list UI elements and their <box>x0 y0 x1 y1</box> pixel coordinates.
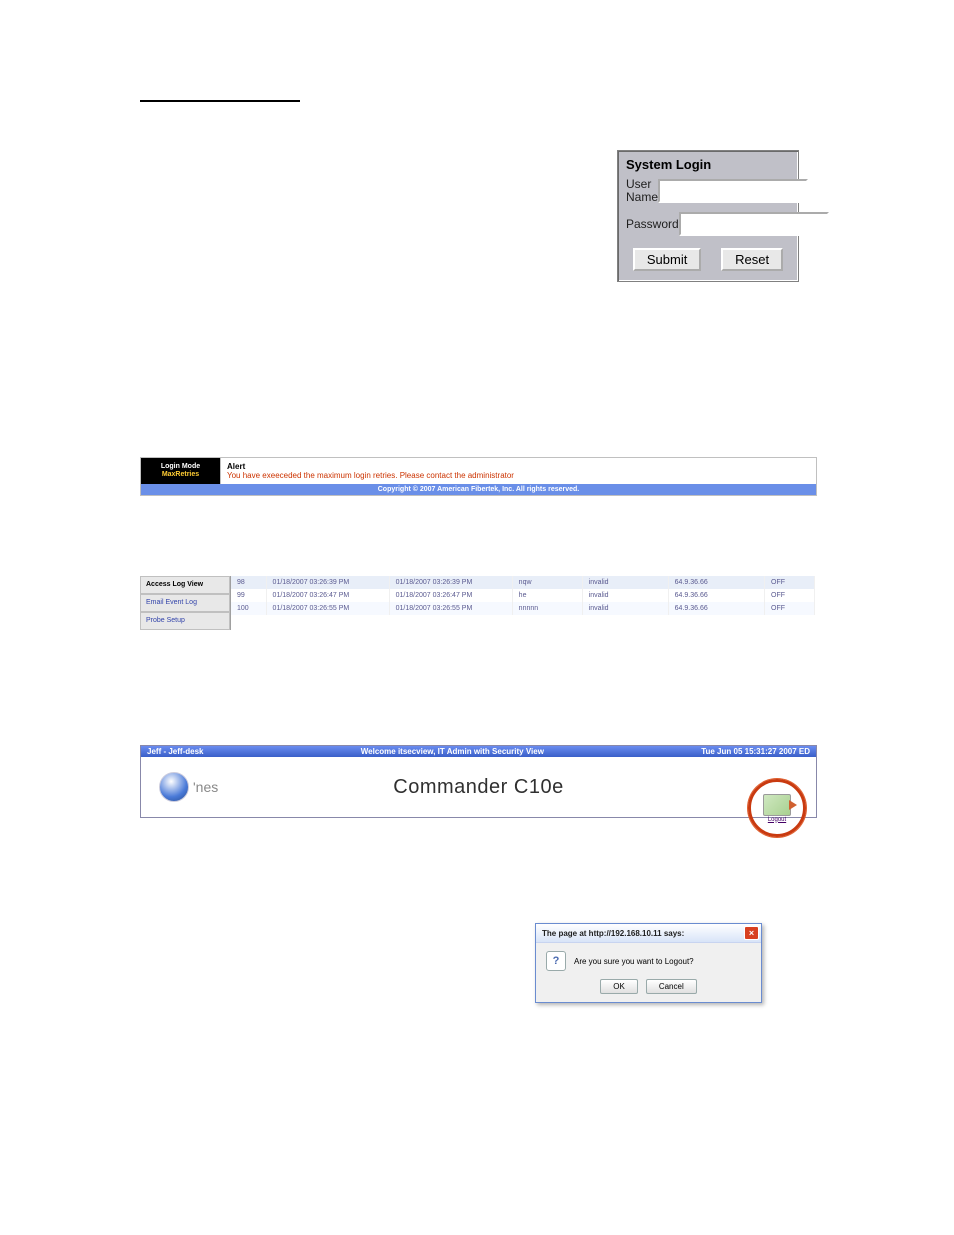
header-center: Welcome itsecview, IT Admin with Securit… <box>361 747 544 756</box>
cell: invalid <box>582 576 668 589</box>
username-input[interactable] <box>658 179 808 203</box>
app-title: Commander C10e <box>141 776 816 799</box>
confirm-dialog: The page at http://192.168.10.11 says: ×… <box>535 923 762 1003</box>
password-input[interactable] <box>679 212 829 236</box>
sidebar-item-access-log[interactable]: Access Log View <box>140 576 230 594</box>
log-side-menu: Access Log View Email Event Log Probe Se… <box>140 576 231 630</box>
cell: 98 <box>231 576 266 589</box>
alert-mode-line2: MaxRetries <box>143 471 218 479</box>
table-row: 98 01/18/2007 03:26:39 PM 01/18/2007 03:… <box>231 576 815 589</box>
username-label: User Name <box>626 178 658 204</box>
sidebar-item-email-log[interactable]: Email Event Log <box>140 594 230 612</box>
section-underline <box>140 100 300 102</box>
cell: 01/18/2007 03:26:55 PM <box>389 602 512 615</box>
header-right: Tue Jun 05 15:31:27 2007 ED <box>701 747 810 756</box>
alert-message: You have exeeceded the maximum login ret… <box>227 471 810 480</box>
alert-block: Login Mode MaxRetries Alert You have exe… <box>140 457 817 496</box>
sidebar-item-probe-setup[interactable]: Probe Setup <box>140 612 230 630</box>
alert-footer: Copyright © 2007 American Fibertek, Inc.… <box>141 484 816 495</box>
question-icon: ? <box>546 951 566 971</box>
access-log-block: Access Log View Email Event Log Probe Se… <box>140 576 815 630</box>
ok-button[interactable]: OK <box>600 979 638 994</box>
cell: 01/18/2007 03:26:55 PM <box>266 602 389 615</box>
cell: 99 <box>231 589 266 602</box>
system-login-panel: System Login User Name Password Submit R… <box>617 150 799 282</box>
cell: 64.9.36.66 <box>668 576 764 589</box>
close-icon[interactable]: × <box>744 926 759 940</box>
cell: OFF <box>765 589 815 602</box>
cell: 01/18/2007 03:26:39 PM <box>266 576 389 589</box>
cell: invalid <box>582 589 668 602</box>
login-title: System Login <box>618 151 798 174</box>
alert-mode-box: Login Mode MaxRetries <box>141 458 220 484</box>
app-header: Jeff - Jeff-desk Welcome itsecview, IT A… <box>140 745 817 818</box>
cell: 64.9.36.66 <box>668 589 764 602</box>
cell: he <box>512 589 582 602</box>
cell: OFF <box>765 602 815 615</box>
password-label: Password <box>626 218 679 231</box>
logout-highlight-ring: Logout <box>748 779 806 837</box>
cell: nnnnn <box>512 602 582 615</box>
header-left: Jeff - Jeff-desk <box>147 747 203 756</box>
cell: 100 <box>231 602 266 615</box>
cell: 01/18/2007 03:26:47 PM <box>266 589 389 602</box>
cell: 01/18/2007 03:26:47 PM <box>389 589 512 602</box>
table-row: 99 01/18/2007 03:26:47 PM 01/18/2007 03:… <box>231 589 815 602</box>
dialog-title: The page at http://192.168.10.11 says: <box>542 929 684 938</box>
dialog-message: Are you sure you want to Logout? <box>574 957 694 966</box>
cell: 01/18/2007 03:26:39 PM <box>389 576 512 589</box>
logout-link[interactable]: Logout <box>768 817 786 823</box>
cell: nqw <box>512 576 582 589</box>
table-row: 100 01/18/2007 03:26:55 PM 01/18/2007 03… <box>231 602 815 615</box>
alert-mode-line1: Login Mode <box>143 463 218 471</box>
log-grid: 98 01/18/2007 03:26:39 PM 01/18/2007 03:… <box>231 576 815 630</box>
cancel-button[interactable]: Cancel <box>646 979 697 994</box>
logout-icon[interactable] <box>763 794 791 816</box>
submit-button[interactable]: Submit <box>633 248 701 271</box>
alert-title: Alert <box>227 462 810 471</box>
cell: invalid <box>582 602 668 615</box>
reset-button[interactable]: Reset <box>721 248 783 271</box>
cell: 64.9.36.66 <box>668 602 764 615</box>
cell: OFF <box>765 576 815 589</box>
